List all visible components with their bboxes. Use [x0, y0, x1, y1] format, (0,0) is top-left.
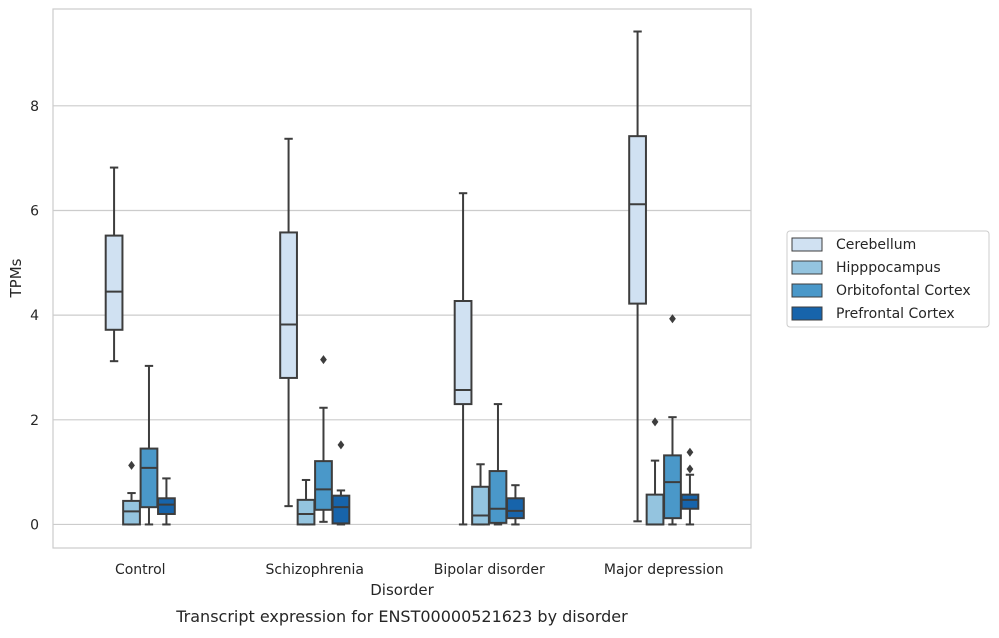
box-iqr — [122, 499, 141, 526]
box-iqr — [139, 447, 159, 509]
y-tick-label: 4 — [30, 308, 39, 324]
box-orbitofontal-cortex — [488, 403, 508, 526]
x-tick-label: Bipolar disorder — [434, 562, 545, 578]
box-hipppocampus — [645, 417, 665, 526]
box-iqr — [663, 454, 682, 520]
y-tick-label: 2 — [30, 413, 39, 429]
x-axis-label: Disorder — [370, 581, 434, 599]
box-iqr — [453, 300, 473, 406]
plot-area-frame — [52, 8, 752, 549]
x-tick-label: Schizophrenia — [266, 562, 364, 578]
legend-label: Cerebellum — [836, 237, 916, 253]
box-orbitofontal-cortex — [663, 314, 682, 526]
x-tick-label: Control — [115, 562, 166, 578]
box-orbitofontal-cortex — [314, 355, 333, 523]
y-tick-labels: 0 2 4 6 8 — [30, 99, 39, 534]
box-iqr — [104, 234, 124, 331]
box-iqr — [628, 135, 647, 305]
legend: Cerebellum Hipppocampus Orbitofontal Corte… — [786, 230, 990, 328]
box-hipppocampus — [122, 460, 141, 526]
box-orbitofontal-cortex — [139, 364, 159, 526]
legend-swatch — [791, 306, 823, 321]
box-iqr — [645, 493, 665, 526]
box-prefrontal-cortex — [157, 477, 176, 526]
outlier-point — [337, 440, 345, 450]
box-hipppocampus — [296, 478, 316, 526]
box-iqr — [471, 485, 490, 526]
legend-frame — [786, 230, 990, 328]
outlier-point — [651, 417, 659, 427]
x-tick-label: Major depression — [604, 562, 724, 578]
box-iqr — [279, 231, 298, 379]
outlier-point — [686, 447, 694, 457]
legend-label: Hipppocampus — [836, 260, 941, 276]
outlier-point — [128, 460, 135, 470]
legend-swatch — [791, 237, 823, 252]
box-hipppocampus — [471, 463, 490, 526]
box-iqr — [314, 460, 333, 511]
box-prefrontal-cortex — [506, 484, 525, 526]
y-tick-label: 6 — [30, 203, 39, 219]
box-iqr — [506, 497, 525, 520]
legend-swatch — [791, 260, 823, 275]
box-cerebellum — [104, 166, 124, 363]
box-iqr — [680, 493, 700, 510]
y-tick-label: 8 — [30, 99, 39, 115]
outlier-point — [320, 355, 327, 365]
legend-swatch — [791, 283, 823, 298]
box-iqr — [331, 494, 351, 525]
y-axis-label: TPMs — [7, 258, 25, 298]
box-prefrontal-cortex — [331, 440, 351, 526]
box-iqr — [157, 497, 176, 515]
outlier-point — [669, 314, 676, 324]
box-cerebellum — [628, 30, 647, 523]
box-iqr — [296, 498, 316, 526]
box-groups — [104, 30, 700, 526]
box-cerebellum — [453, 192, 473, 526]
x-tick-labels: Control Schizophrenia Bipolar disorder Majo… — [115, 562, 724, 578]
box-iqr — [488, 470, 508, 524]
chart-caption: Transcript expression for ENST0000052162… — [175, 607, 628, 626]
box-prefrontal-cortex — [680, 447, 700, 526]
box-cerebellum — [279, 137, 298, 508]
outlier-point — [686, 464, 694, 474]
legend-label: Prefrontal Cortex — [836, 306, 955, 322]
y-tick-label: 0 — [30, 517, 39, 533]
legend-label: Orbitofontal Cortex — [836, 283, 971, 299]
